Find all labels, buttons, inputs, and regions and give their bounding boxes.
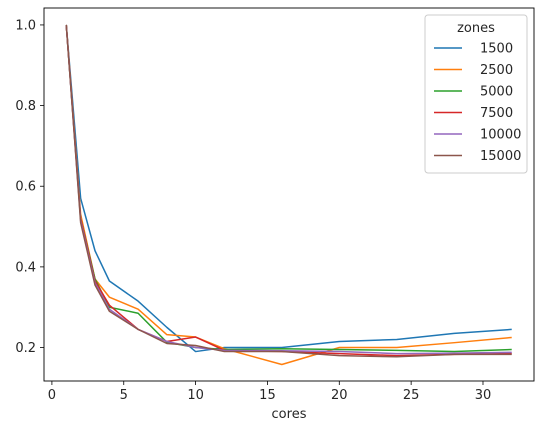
legend-label-2500: 2500: [480, 63, 513, 78]
x-tick-label: 10: [187, 388, 204, 403]
x-tick-label: 20: [331, 388, 348, 403]
x-axis-ticks: 0 5 10 15 20 25 30: [48, 381, 491, 403]
series-lines: [65, 24, 512, 366]
x-tick-label: 0: [48, 388, 56, 403]
legend-title: zones: [457, 21, 495, 36]
x-tick-label: 25: [403, 388, 420, 403]
legend: zones 1500 2500 5000 7500 10000 15000: [424, 14, 528, 174]
y-tick-label: 0.4: [15, 260, 36, 275]
series-line-1500: [65, 24, 512, 353]
x-tick-label: 15: [259, 388, 276, 403]
x-axis-label: cores: [272, 407, 307, 422]
legend-label-1500: 1500: [480, 42, 513, 57]
legend-label-7500: 7500: [480, 106, 513, 121]
legend-label-15000: 15000: [480, 149, 521, 164]
y-tick-label: 0.6: [15, 180, 36, 195]
series-line-15000: [65, 24, 512, 358]
y-axis-ticks: 0.2 0.4 0.6 0.8 1.0: [15, 18, 44, 356]
legend-label-5000: 5000: [480, 85, 513, 100]
y-tick-label: 0.8: [15, 99, 36, 114]
y-tick-label: 1.0: [15, 18, 36, 33]
x-tick-label: 30: [475, 388, 492, 403]
plot-frame: [43, 7, 535, 382]
x-tick-label: 5: [120, 388, 128, 403]
y-tick-label: 0.2: [15, 341, 36, 356]
legend-label-10000: 10000: [480, 128, 521, 143]
